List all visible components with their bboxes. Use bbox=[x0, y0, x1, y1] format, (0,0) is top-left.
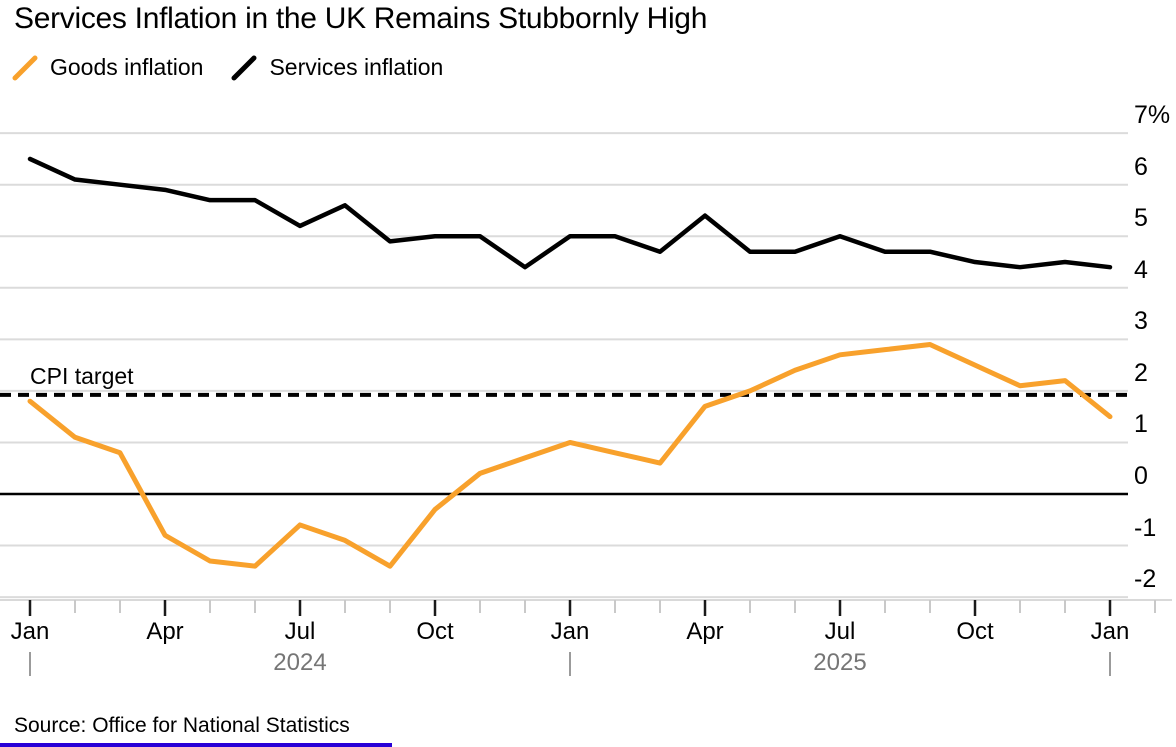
legend-label-goods: Goods inflation bbox=[50, 54, 204, 80]
x-axis-label: Jan bbox=[550, 618, 590, 645]
cpi-target-label: CPI target bbox=[30, 363, 134, 389]
x-axis-label: Jan bbox=[1090, 618, 1130, 645]
legend-item-services: Services inflation bbox=[231, 54, 443, 81]
y-axis-label: 7% bbox=[1134, 101, 1171, 130]
x-axis-label: Apr bbox=[686, 618, 724, 645]
y-axis-label: 3 bbox=[1134, 307, 1148, 336]
y-axis-label: 6 bbox=[1134, 152, 1148, 181]
year-divider bbox=[29, 652, 31, 676]
y-axis-label: 4 bbox=[1134, 255, 1148, 284]
y-axis-label: -1 bbox=[1134, 513, 1157, 542]
y-axis-label: 1 bbox=[1134, 410, 1148, 439]
source-note: Source: Office for National Statistics bbox=[14, 714, 350, 737]
legend: Goods inflation Services inflation bbox=[12, 54, 443, 81]
legend-label-services: Services inflation bbox=[269, 54, 444, 80]
y-axis-label: 0 bbox=[1134, 462, 1148, 490]
y-axis-label: 2 bbox=[1134, 358, 1148, 387]
x-axis-label: Oct bbox=[956, 618, 994, 645]
x-axis-label: Jul bbox=[824, 618, 856, 645]
year-label: 2025 bbox=[813, 649, 867, 676]
page-title: Services Inflation in the UK Remains Stu… bbox=[14, 2, 708, 35]
x-axis-label: Oct bbox=[416, 618, 454, 645]
bottom-accent-bar bbox=[0, 743, 392, 747]
year-divider bbox=[1109, 652, 1111, 676]
x-axis-label: Apr bbox=[146, 618, 184, 645]
goods-line-icon bbox=[12, 55, 38, 80]
y-axis-label: -2 bbox=[1134, 565, 1157, 594]
x-axis-label: Jul bbox=[284, 618, 316, 645]
y-axis-label: 5 bbox=[1134, 204, 1148, 233]
services-inflation-line bbox=[27, 156, 1113, 270]
year-divider bbox=[569, 652, 571, 676]
services-line-icon bbox=[231, 55, 257, 80]
year-label: 2024 bbox=[273, 649, 327, 676]
x-axis-label: Jan bbox=[10, 618, 50, 645]
legend-item-goods: Goods inflation bbox=[12, 54, 203, 81]
goods-inflation-line bbox=[27, 342, 1113, 569]
